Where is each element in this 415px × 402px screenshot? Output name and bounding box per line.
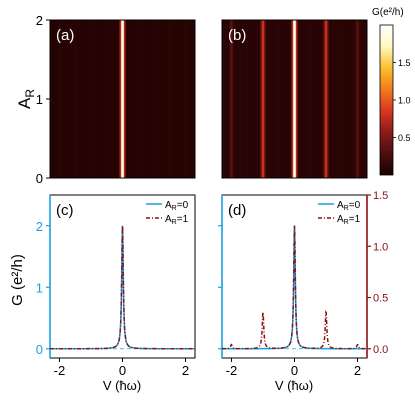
panel-a-y-tick-label: 1 [36, 92, 43, 107]
panel-c-legend-ar1: AR=1 [165, 214, 189, 226]
heatmap-faint-column [278, 20, 280, 178]
panel-d-right-tick-label: 0.5 [373, 293, 388, 305]
panel-a-label: (a) [56, 27, 74, 44]
panel-d-x-tick-label: 0 [291, 363, 298, 378]
heatmap-faint-column [246, 20, 248, 178]
panel-c-y-tick-label: 0 [36, 342, 43, 357]
panel-c-y-axis-label: G (e²/h) [9, 254, 26, 306]
heatmap-faint-column [74, 20, 76, 178]
panel-a-y-tick-label: 2 [36, 13, 43, 28]
panel-d-line-chart: 0.0 0.5 1.0 1.5 -2 0 2 (d) AR=0 AR=1 [218, 190, 388, 378]
heatmap-peak-line [324, 20, 328, 178]
panel-d-right-tick-label: 1.5 [373, 190, 388, 202]
panel-c-label: (c) [56, 202, 74, 219]
panel-d-legend: AR=0 AR=1 [318, 200, 361, 226]
panel-d-x-axis-label: V (ħω) [275, 378, 313, 393]
panel-d-frame [221, 194, 368, 359]
panel-b-heatmap: (b) [221, 19, 368, 179]
heatmap-faint-column [137, 20, 139, 178]
panel-b-frame [221, 19, 368, 179]
panel-c-x-tick-label: 0 [119, 363, 126, 378]
panel-d-x-tick-label: -2 [226, 363, 238, 378]
panel-a-y-tick-label: 0 [36, 171, 43, 186]
panel-a-y-axis-label: AR [15, 89, 37, 109]
panel-c-series-1 [50, 225, 195, 350]
panel-c-x-axis-label: V (ħω) [103, 378, 141, 393]
colorbar: G(e²/h) 1.5 1.0 0.5 [372, 7, 411, 176]
panel-b-label: (b) [228, 27, 246, 44]
colorbar-gradient [379, 24, 394, 176]
heatmap-faint-column [153, 20, 155, 178]
panel-c-line-chart: 0 1 2 -2 0 2 (c) AR=0 AR=1 [36, 194, 196, 378]
colorbar-tick-label: 0.5 [398, 133, 411, 143]
heatmap-peak-line [293, 20, 296, 178]
panel-a-heatmap: (a) [49, 19, 196, 179]
panel-d-legend-ar0: AR=0 [337, 200, 361, 212]
heatmap-faint-column [106, 20, 108, 178]
panel-c-y-tick-label: 1 [36, 280, 43, 295]
panel-c-y-tick-label: 2 [36, 219, 43, 234]
panel-c-legend-ar0: AR=0 [165, 200, 189, 212]
panel-c-x-tick-label: -2 [54, 363, 66, 378]
heatmap-faint-column [58, 20, 60, 178]
heatmap-faint-column [309, 20, 311, 178]
colorbar-title: G(e²/h) [372, 7, 404, 18]
colorbar-tick-label: 1.0 [398, 96, 411, 106]
panel-d-right-tick-label: 1.0 [373, 241, 388, 253]
heatmap-peak-line [356, 20, 359, 178]
heatmap-faint-column [341, 20, 343, 178]
panel-c-legend: AR=0 AR=1 [146, 200, 189, 226]
panel-d-legend-ar1: AR=1 [337, 214, 361, 226]
colorbar-tick-label: 1.5 [398, 58, 411, 68]
panel-d-label: (d) [228, 202, 246, 219]
panel-c-x-tick-label: 2 [182, 363, 189, 378]
panel-d-x-tick-label: 2 [354, 363, 361, 378]
panel-d-series-1 [222, 225, 367, 350]
heatmap-faint-column [169, 20, 171, 178]
heatmap-peak-line [261, 20, 265, 178]
heatmap-peak-line [121, 20, 124, 178]
panel-d-right-tick-label: 0.0 [373, 344, 388, 356]
panel-a-y-ticks: 0 1 2 [36, 13, 50, 186]
heatmap-peak-line [230, 20, 233, 178]
heatmap-faint-column [90, 20, 92, 178]
heatmap-faint-column [185, 20, 187, 178]
